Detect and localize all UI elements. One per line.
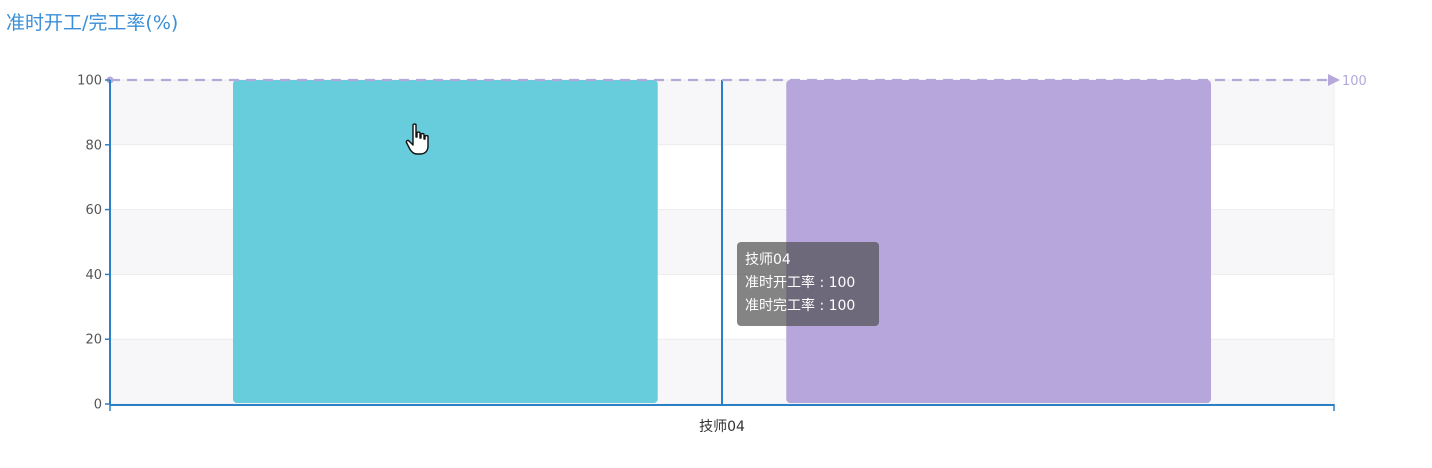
mark-line-label: 100 xyxy=(1342,74,1367,89)
bar xyxy=(786,80,1211,403)
x-tick-label: 技师04 xyxy=(699,419,745,435)
axes xyxy=(105,79,1335,411)
y-tick-label: 20 xyxy=(85,333,102,348)
tooltip-title: 技师04 xyxy=(745,252,791,268)
y-tick-label: 80 xyxy=(85,138,102,153)
y-tick-label: 100 xyxy=(77,74,102,89)
chart-title: 准时开工/完工率(%) xyxy=(6,12,179,34)
tooltip-row-start-rate: 准时开工率 : 100 xyxy=(745,275,856,291)
bar xyxy=(233,80,658,403)
tooltip-row-finish-rate: 准时完工率 : 100 xyxy=(745,298,856,314)
y-tick-label: 40 xyxy=(85,268,102,283)
hand-pointer-icon xyxy=(405,123,431,161)
y-tick-label: 0 xyxy=(94,398,102,413)
mark-line-arrow xyxy=(1328,74,1340,86)
tick-labels: 0 20 40 60 80 100 技师04 xyxy=(77,74,745,436)
tooltip: 技师04 准时开工率 : 100 准时完工率 : 100 xyxy=(737,242,879,326)
mark-line: 100 xyxy=(106,74,1367,89)
y-tick-label: 60 xyxy=(85,203,102,218)
bars xyxy=(233,80,1211,403)
